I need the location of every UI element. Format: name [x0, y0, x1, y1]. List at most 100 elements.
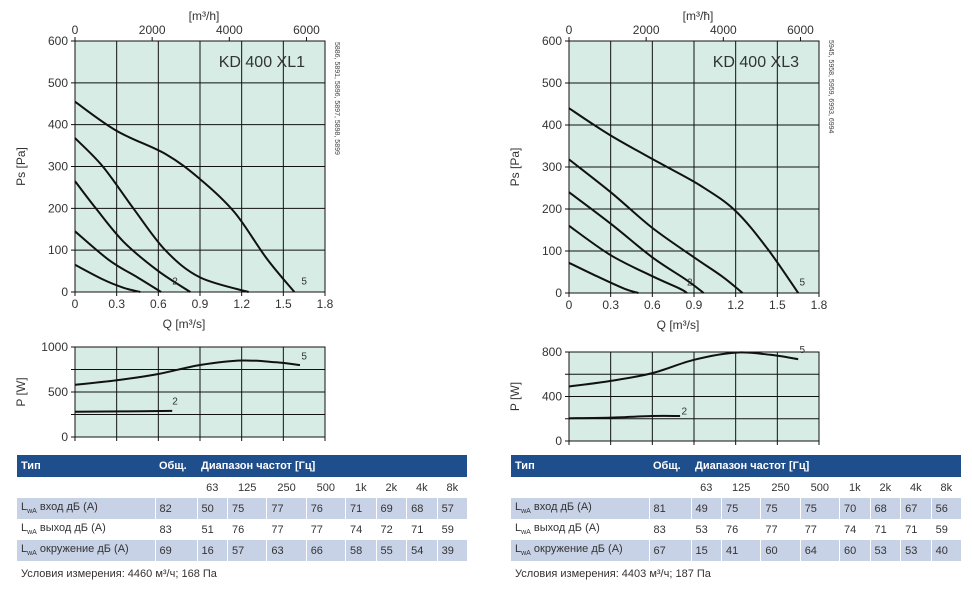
chart-side-label-right: 5945, 5958, 5959, 6993, 6994: [827, 40, 834, 134]
curve-series-2: [568, 224, 688, 294]
y-tick-label: 600: [48, 34, 68, 48]
x-tick-label: 1.2: [233, 297, 250, 311]
curve-series-1: [74, 263, 141, 293]
value-cell: 71: [345, 498, 377, 519]
x2-tick-label: 2000: [633, 23, 660, 37]
measurement-condition-left: Условия измерения: 4460 м³/ч; 168 Па: [21, 568, 217, 580]
value-cell: 75: [760, 498, 801, 519]
curve-series-3: [568, 191, 705, 294]
bands-row: 63 125 250 500 1k 2k 4k 8k: [17, 477, 467, 498]
band-cell: 125: [721, 477, 761, 498]
table-row: LwA окружение дБ (А) 69 16 57 63 66 58 5…: [17, 540, 467, 561]
col-total-header: Общ.: [649, 455, 691, 477]
value-cell: 50: [196, 498, 228, 519]
y-tick-label: 0: [555, 286, 562, 300]
curve-label: 5: [800, 345, 806, 356]
y-tick-label: 400: [542, 118, 562, 132]
y-tick-label: 500: [542, 76, 562, 90]
table-header-row: Тип Общ. Диапазон частот [Гц]: [17, 455, 467, 477]
value-cell: 75: [227, 498, 267, 519]
value-cell: 58: [345, 540, 377, 561]
curve-label: 5: [800, 277, 806, 288]
value-cell: 41: [721, 540, 761, 561]
x2-tick-label: 2000: [139, 23, 166, 37]
chart-side-label-left: 5886, 5891, 5896, 5897, 5898, 5899: [333, 42, 340, 155]
total-cell: 82: [154, 498, 197, 519]
curve-label: 2: [681, 406, 687, 417]
value-cell: 54: [406, 540, 438, 561]
curve-series-1: [568, 261, 639, 294]
curve-series-1: [74, 359, 301, 386]
band-cell: 63: [690, 477, 722, 498]
y-tick-label: 100: [542, 244, 562, 258]
value-cell: 71: [900, 519, 932, 540]
y-tick-label: 300: [48, 160, 68, 174]
x2-axis-label: [m³/ħ]: [683, 9, 714, 23]
row-label: LwA окружение дБ (А): [17, 540, 155, 561]
curve-series-3: [74, 180, 191, 293]
bands-row: 63 125 250 500 1k 2k 4k 8k: [511, 477, 961, 498]
value-cell: 66: [305, 540, 346, 561]
value-cell: 60: [839, 540, 871, 561]
value-cell: 51: [196, 519, 228, 540]
value-cell: 77: [305, 519, 346, 540]
value-cell: 74: [345, 519, 377, 540]
curve-series-5: [568, 107, 800, 294]
band-cell: 8k: [930, 477, 961, 498]
x-axis-label: Q [m³/s]: [163, 317, 206, 331]
curve-series-4: [74, 137, 249, 293]
x-tick-label: 1.5: [275, 297, 292, 311]
value-cell: 59: [436, 519, 467, 540]
value-cell: 77: [799, 519, 840, 540]
row-label: LwA окружение дБ (А): [511, 540, 649, 561]
curve-series-5: [74, 100, 296, 293]
row-label: LwA вход дБ (А): [511, 498, 649, 519]
band-cell: 8k: [436, 477, 467, 498]
curve-label: 5: [301, 352, 307, 363]
curve-series-2: [568, 414, 681, 420]
chart-title: KD 400 XL1: [219, 54, 305, 71]
y-axis-label: Ps [Pa]: [14, 147, 28, 186]
y-tick-label: 200: [542, 202, 562, 216]
x2-tick-label: 6000: [293, 23, 320, 37]
x2-axis-label: [m³/h]: [189, 9, 220, 23]
curve-label: 5: [301, 276, 307, 287]
value-cell: 64: [799, 540, 840, 561]
value-cell: 60: [760, 540, 801, 561]
curve-series-1: [568, 351, 799, 388]
band-cell: 250: [266, 477, 307, 498]
x-tick-label: 0.3: [602, 298, 619, 312]
value-cell: 71: [869, 519, 901, 540]
x2-tick-label: 4000: [216, 23, 243, 37]
value-cell: 77: [266, 498, 307, 519]
curve-series-2: [74, 230, 162, 293]
total-cell: 69: [154, 540, 197, 561]
value-cell: 75: [721, 498, 761, 519]
row-label: LwA вход дБ (А): [17, 498, 155, 519]
sound-table-right: Тип Общ. Диапазон частот [Гц] 63 125 250…: [511, 455, 961, 561]
value-cell: 55: [375, 540, 407, 561]
band-cell: 4k: [406, 477, 438, 498]
col-range-header: Диапазон частот [Гц]: [691, 455, 961, 477]
band-cell: 2k: [869, 477, 901, 498]
value-cell: 75: [799, 498, 840, 519]
band-cell: 500: [305, 477, 346, 498]
measurement-condition-right: Условия измерения: 4403 м³/ч; 187 Па: [515, 568, 711, 580]
x-tick-label: 0.9: [192, 297, 209, 311]
y-tick-label: 400: [48, 118, 68, 132]
value-cell: 69: [375, 498, 407, 519]
value-cell: 77: [266, 519, 307, 540]
x-tick-label: 1.5: [769, 298, 786, 312]
value-cell: 76: [721, 519, 761, 540]
table-row: LwA окружение дБ (А) 67 15 41 60 64 60 5…: [511, 540, 961, 561]
value-cell: 53: [869, 540, 901, 561]
value-cell: 16: [196, 540, 228, 561]
value-cell: 49: [690, 498, 722, 519]
x2-tick-label: 4000: [710, 23, 737, 37]
band-cell: 125: [227, 477, 267, 498]
x-tick-label: 1.8: [317, 297, 334, 311]
value-cell: 77: [760, 519, 801, 540]
band-cell: 2k: [375, 477, 407, 498]
x-tick-label: 0.9: [686, 298, 703, 312]
